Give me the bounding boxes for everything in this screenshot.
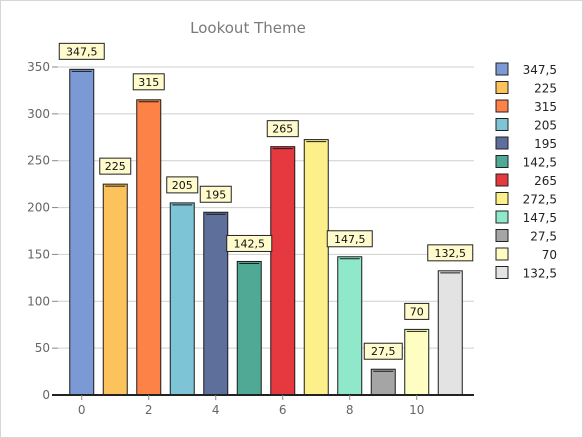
x-tick-label: 8	[346, 403, 354, 417]
y-tick-label: 300	[27, 107, 50, 121]
bar	[337, 256, 363, 396]
legend-swatch	[495, 266, 509, 279]
legend-swatch	[495, 247, 509, 261]
legend-label: 195	[534, 137, 557, 151]
data-label-box	[199, 185, 232, 203]
data-label: 27,5	[371, 345, 396, 358]
bar	[203, 211, 229, 396]
legend-swatch	[495, 118, 509, 131]
legend-label: 147,5	[523, 211, 557, 225]
legend-label: 142,5	[523, 156, 557, 170]
x-tick-label: 4	[212, 403, 220, 417]
legend-swatch	[495, 192, 509, 205]
legend-label: 205	[534, 119, 557, 133]
y-tick-label: 50	[35, 341, 50, 355]
data-label: 205	[172, 179, 193, 192]
bar	[236, 260, 262, 396]
legend-label: 70	[542, 248, 557, 262]
data-label: 195	[205, 188, 226, 201]
x-tick-label: 6	[279, 403, 287, 417]
y-tick-label: 0	[42, 388, 50, 402]
legend-swatch	[495, 173, 509, 187]
data-label-box	[363, 342, 403, 360]
data-labels: 347,5 225 315 205 195 142,5 265 147,5 27,5 70 132,…	[58, 42, 474, 360]
y-tick-label: 150	[27, 247, 50, 261]
x-tick-label: 0	[78, 403, 86, 417]
y-tick-label: 200	[27, 201, 50, 215]
data-label: 347,5	[66, 45, 98, 58]
bar	[437, 270, 463, 396]
data-label-box	[58, 42, 105, 60]
bar	[404, 328, 430, 396]
y-tick-label: 250	[27, 154, 50, 168]
bar	[370, 368, 396, 396]
bar	[69, 68, 95, 396]
data-label-box	[427, 244, 474, 262]
legend-label: 225	[534, 82, 557, 96]
y-tick-label: 100	[27, 294, 50, 308]
data-label-box	[326, 230, 373, 248]
legend-label: 132,5	[523, 267, 557, 281]
legend-swatch	[495, 81, 509, 94]
bar	[136, 99, 162, 396]
x-axis: 0 2 4 6 8 10	[52, 394, 474, 417]
y-axis-ticks: 0 50 100 150 200 250 300 350	[27, 60, 58, 402]
legend-label: 27,5	[530, 230, 557, 244]
data-label: 147,5	[334, 233, 366, 246]
legend-label: 347,5	[523, 63, 557, 77]
data-label-box	[266, 120, 299, 138]
data-label: 265	[272, 123, 293, 136]
bar	[169, 202, 195, 396]
data-label: 132,5	[435, 247, 467, 260]
legend-label: 315	[534, 100, 557, 114]
data-label: 142,5	[234, 237, 266, 250]
legend-label: 272,5	[523, 193, 557, 207]
legend: 347,5 225 315 205 195 142,5 265 272,5 147,5 27,5 7…	[495, 62, 557, 281]
data-label-box	[166, 176, 199, 194]
data-label-box	[99, 157, 132, 175]
chart-title: Lookout Theme	[190, 19, 306, 37]
bars	[69, 68, 463, 396]
legend-swatch	[495, 99, 509, 113]
legend-swatch	[495, 136, 509, 150]
bar	[102, 183, 128, 396]
bar	[303, 139, 329, 396]
data-label-box	[226, 234, 273, 252]
bar	[270, 146, 296, 396]
legend-swatch	[495, 62, 509, 76]
data-label: 225	[105, 160, 126, 173]
x-tick-label: 2	[145, 403, 153, 417]
data-label: 70	[410, 305, 424, 318]
y-tick-label: 350	[27, 60, 50, 74]
x-tick-label: 10	[409, 403, 424, 417]
data-label-box	[404, 302, 430, 320]
legend-swatch	[495, 229, 509, 242]
data-label: 315	[138, 76, 159, 89]
legend-label: 265	[534, 174, 557, 188]
legend-swatch	[495, 155, 509, 168]
legend-swatch	[495, 210, 509, 224]
data-label-box	[132, 73, 165, 91]
